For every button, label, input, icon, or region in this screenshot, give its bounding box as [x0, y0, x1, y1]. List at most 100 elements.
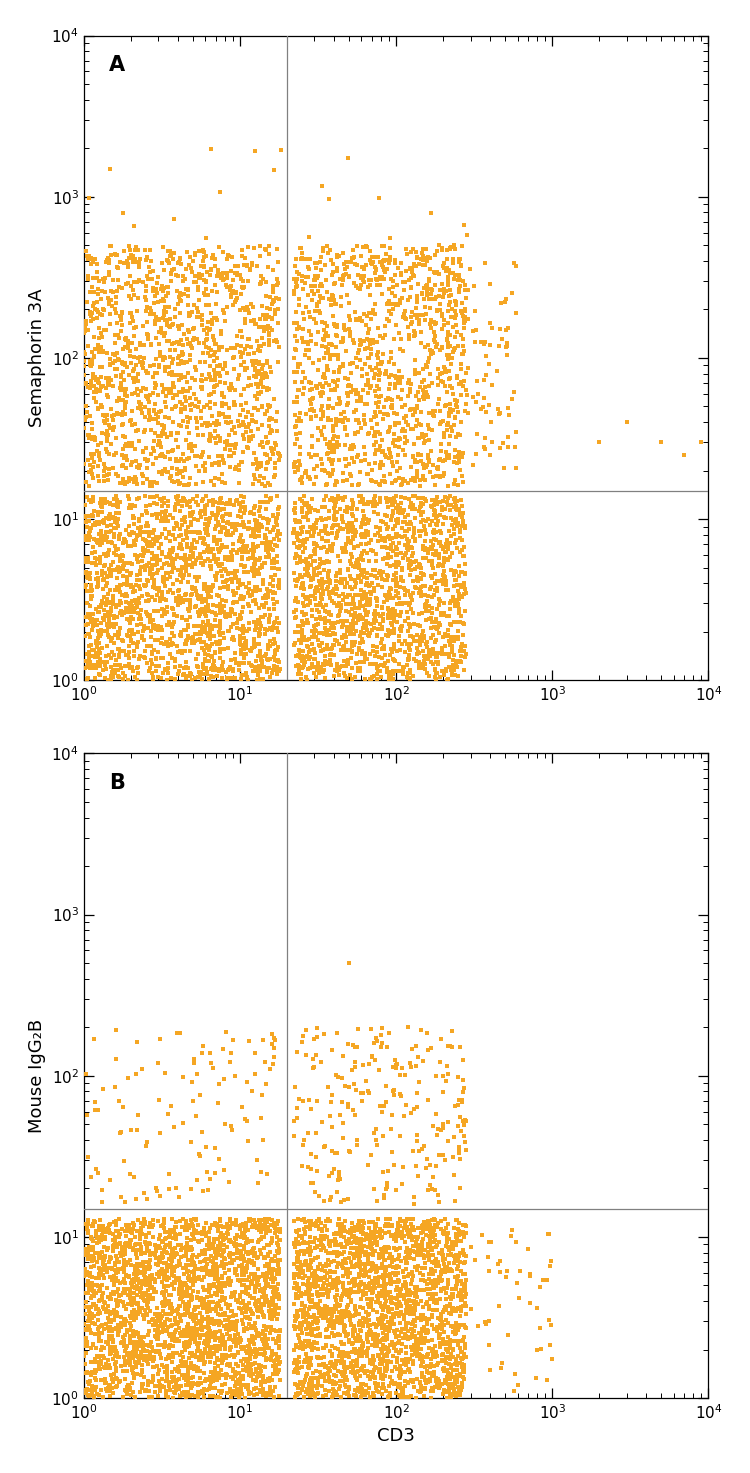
Point	[293, 407, 305, 430]
Point	[341, 1279, 353, 1302]
Point	[338, 610, 350, 633]
Point	[376, 1220, 388, 1243]
Point	[356, 1090, 368, 1114]
Point	[112, 464, 125, 488]
Point	[157, 445, 169, 468]
Point	[112, 1312, 124, 1336]
Point	[107, 551, 119, 574]
Point	[262, 451, 274, 474]
Point	[251, 1246, 263, 1270]
Point	[106, 1268, 118, 1292]
Point	[193, 520, 205, 544]
Point	[178, 1365, 190, 1389]
Point	[456, 585, 468, 608]
Point	[90, 598, 102, 622]
Point	[337, 461, 349, 485]
Point	[216, 666, 228, 689]
Point	[155, 489, 167, 513]
Point	[239, 306, 251, 330]
Point	[268, 655, 280, 679]
Point	[148, 492, 160, 516]
Point	[220, 1373, 232, 1396]
Point	[182, 1368, 194, 1392]
Point	[350, 555, 361, 579]
Point	[434, 1308, 446, 1332]
Point	[316, 574, 328, 598]
Point	[227, 1327, 239, 1351]
Point	[242, 667, 254, 691]
Point	[116, 404, 128, 427]
Point	[436, 1311, 448, 1335]
Point	[137, 270, 149, 293]
Point	[255, 362, 267, 386]
Point	[110, 1374, 122, 1398]
Point	[292, 293, 304, 317]
Point	[184, 343, 196, 367]
Point	[188, 1265, 200, 1289]
Point	[427, 1115, 439, 1139]
Point	[201, 317, 213, 340]
Point	[191, 569, 203, 592]
Point	[256, 650, 268, 673]
Point	[242, 560, 254, 583]
Point	[117, 1094, 129, 1118]
Point	[421, 1290, 433, 1314]
Point	[92, 370, 104, 393]
Point	[134, 1279, 146, 1302]
Point	[107, 1329, 119, 1352]
Point	[311, 320, 323, 343]
Point	[146, 1370, 158, 1393]
Point	[214, 1364, 226, 1388]
Point	[176, 1352, 188, 1376]
Point	[427, 623, 439, 647]
Point	[433, 1254, 445, 1277]
Point	[419, 1355, 431, 1379]
Point	[401, 654, 413, 678]
Point	[158, 566, 170, 589]
Point	[193, 566, 205, 589]
Point	[252, 1230, 264, 1254]
Point	[380, 1255, 392, 1279]
Point	[409, 1284, 421, 1308]
Point	[226, 1343, 238, 1367]
Point	[430, 464, 442, 488]
Point	[426, 1304, 438, 1327]
Point	[407, 1368, 419, 1392]
Point	[191, 1385, 203, 1408]
Point	[196, 1345, 208, 1368]
Point	[82, 546, 94, 570]
Point	[415, 495, 427, 518]
Point	[332, 1168, 344, 1192]
Point	[358, 1273, 370, 1296]
Point	[179, 583, 191, 607]
Point	[160, 405, 172, 429]
Point	[168, 470, 180, 493]
Point	[98, 1371, 110, 1395]
Point	[181, 535, 193, 558]
Point	[374, 1311, 386, 1335]
Point	[123, 432, 135, 455]
Point	[292, 663, 304, 686]
Point	[419, 1246, 430, 1270]
Point	[128, 1280, 140, 1304]
Point	[200, 1333, 211, 1357]
Point	[90, 1267, 102, 1290]
Point	[459, 1277, 471, 1301]
Point	[370, 412, 382, 436]
Point	[203, 383, 215, 407]
Point	[299, 1368, 311, 1392]
Point	[437, 1143, 449, 1167]
Point	[340, 339, 352, 362]
Point	[327, 414, 339, 437]
Point	[178, 449, 190, 473]
Point	[211, 511, 223, 535]
Point	[305, 1336, 317, 1360]
Point	[177, 564, 189, 588]
Point	[380, 513, 392, 536]
Point	[153, 355, 165, 379]
Point	[161, 1268, 173, 1292]
Point	[108, 613, 120, 636]
Point	[389, 435, 401, 458]
Point	[406, 261, 418, 284]
Point	[359, 598, 371, 622]
